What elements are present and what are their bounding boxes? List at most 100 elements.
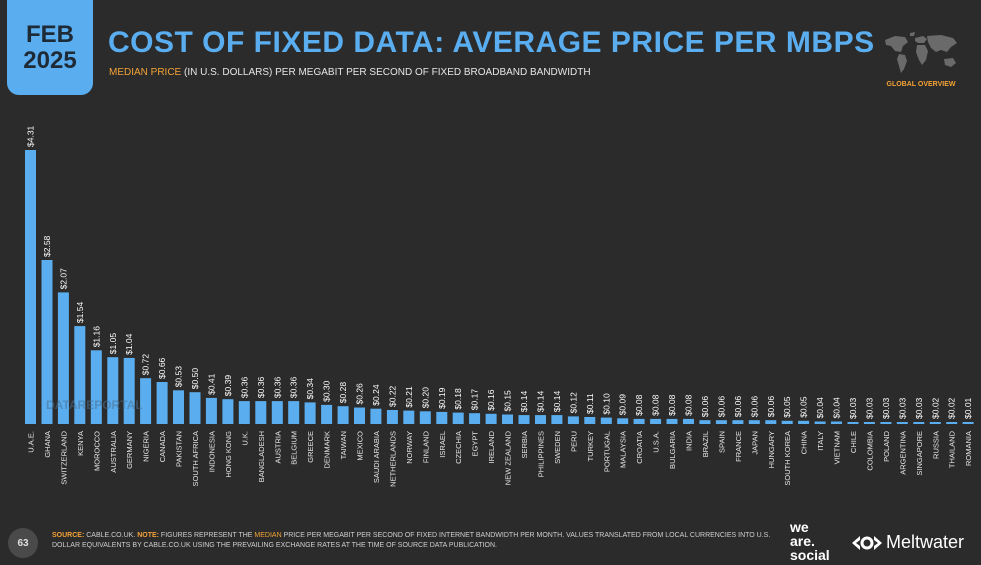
data-label: $0.53 [174, 366, 184, 388]
category-label: BULGARIA [668, 431, 677, 469]
bar [781, 420, 793, 424]
data-label: $0.22 [387, 385, 397, 407]
brand-meltwater: Meltwater [886, 532, 965, 552]
data-label: $0.19 [437, 387, 447, 409]
category-label: ARGENTINA [898, 431, 907, 475]
bar [567, 416, 579, 424]
category-label: PHILIPPINES [537, 431, 546, 477]
data-label: $0.50 [190, 368, 200, 390]
date-badge: FEB 2025 [7, 0, 93, 95]
bar [419, 411, 431, 424]
category-label: CROATIA [635, 431, 644, 464]
category-label: U.K. [240, 431, 249, 446]
bar [288, 401, 300, 424]
data-label: $0.02 [947, 397, 957, 419]
bar [255, 401, 267, 424]
bar [452, 412, 464, 424]
category-label: CHINA [800, 431, 809, 454]
bar [535, 415, 546, 424]
note-text-a: FIGURES REPRESENT THE [158, 532, 255, 539]
brand-we: we [790, 519, 809, 535]
category-label: AUSTRIA [273, 431, 282, 464]
category-label: FRANCE [734, 431, 743, 462]
data-label: $0.01 [963, 397, 973, 419]
category-label: MEXICO [356, 431, 365, 461]
data-label: $2.07 [58, 268, 68, 290]
category-label: MOROCCO [92, 431, 101, 471]
note-highlight: MEDIAN [254, 532, 282, 539]
category-label: GHANA [43, 431, 52, 458]
data-label: $0.24 [371, 384, 381, 406]
category-label: KENYA [76, 431, 85, 456]
bar [633, 418, 645, 424]
data-label: $2.58 [42, 235, 52, 257]
category-label: POLAND [882, 430, 891, 461]
category-label: FINLAND [421, 430, 430, 463]
chart-title: COST OF FIXED DATA: AVERAGE PRICE PER MB… [108, 26, 875, 59]
note-label: NOTE: [137, 532, 159, 539]
category-label: ISRAEL [438, 431, 447, 458]
data-label: $0.36 [256, 377, 266, 399]
bar [683, 418, 694, 424]
data-label: $0.14 [536, 391, 546, 413]
category-label: U.S.A. [652, 431, 661, 453]
data-label: $0.09 [618, 394, 628, 416]
data-label: $0.05 [799, 396, 809, 418]
data-label: $0.05 [782, 396, 792, 418]
category-label: AUSTRALIA [109, 431, 118, 473]
category-label: ITALY [816, 431, 825, 451]
bar [337, 406, 349, 424]
bar [354, 407, 365, 424]
category-label: THAILAND [948, 430, 957, 468]
data-label: $0.12 [568, 392, 578, 414]
data-label: $0.04 [832, 397, 842, 419]
bar [90, 350, 102, 424]
data-label: $0.36 [239, 377, 249, 399]
bar [173, 390, 184, 424]
data-label: $0.30 [322, 380, 332, 402]
bar [518, 415, 530, 424]
chart-subtitle: MEDIAN PRICE (IN U.S. DOLLARS) PER MEGAB… [109, 67, 591, 78]
bar [156, 382, 168, 424]
data-label: $0.03 [864, 397, 874, 419]
bar [222, 399, 234, 424]
category-label: MALAYSIA [619, 431, 628, 468]
data-label: $0.03 [881, 397, 891, 419]
bar [929, 422, 941, 424]
bar [650, 418, 662, 424]
data-label: $0.66 [157, 357, 167, 379]
bar [25, 150, 36, 424]
category-label: DENMARK [323, 431, 332, 469]
category-label: BELGIUM [290, 431, 299, 465]
bar [502, 414, 513, 424]
bar [814, 421, 826, 424]
category-label: VIETNAM [833, 431, 842, 464]
category-label: GREECE [306, 431, 315, 463]
world-map-icon [885, 32, 957, 73]
category-label: PAKISTAN [175, 431, 184, 467]
category-label: PERU [569, 431, 578, 452]
we-are-social-logo: we are. social [790, 520, 836, 562]
category-label: TAIWAN [339, 431, 348, 459]
bar [715, 420, 727, 424]
data-label: $0.36 [272, 377, 282, 399]
bar [107, 357, 119, 424]
category-label: CANADA [158, 431, 167, 462]
data-label: $0.20 [420, 387, 430, 409]
bar [946, 422, 958, 424]
data-label: $0.02 [930, 397, 940, 419]
data-label: $0.14 [519, 391, 529, 413]
data-label: $0.06 [716, 396, 726, 418]
category-label: BANGLADESH [257, 431, 266, 482]
global-overview-label: GLOBAL OVERVIEW [886, 81, 956, 88]
data-label: $0.26 [355, 383, 365, 405]
category-label: SOUTH AFRICA [191, 431, 200, 486]
data-label: $0.03 [897, 397, 907, 419]
data-label: $0.15 [503, 390, 513, 412]
category-label: CHILE [849, 431, 858, 453]
category-label: IRELAND [487, 430, 496, 463]
bar [304, 402, 316, 424]
bar [370, 408, 382, 424]
bar [748, 420, 760, 424]
data-label: $0.41 [206, 373, 216, 395]
